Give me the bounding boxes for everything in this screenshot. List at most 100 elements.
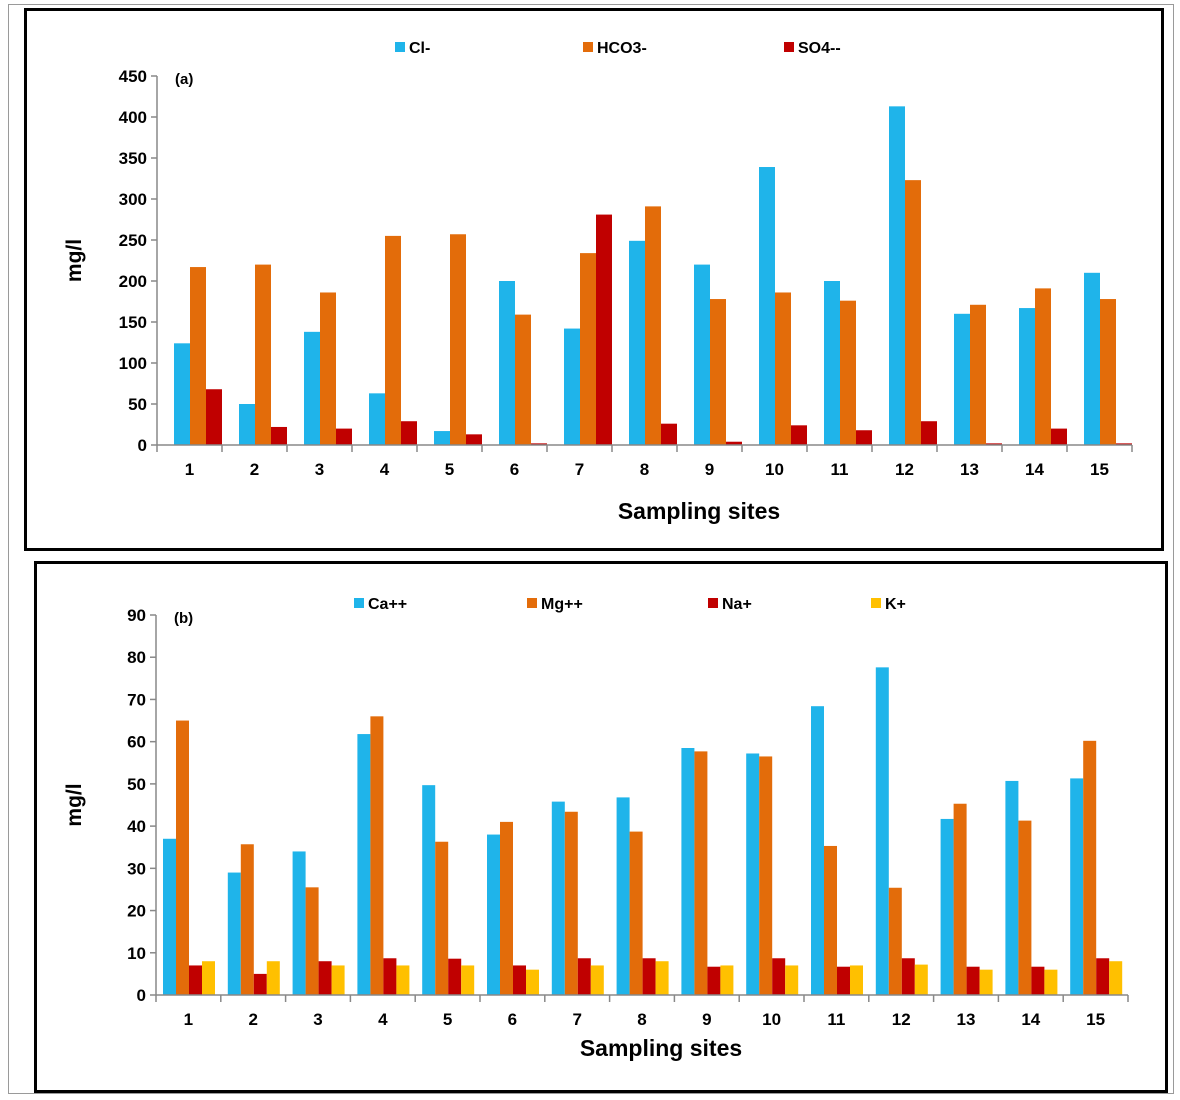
legend-label-Cl-: Cl- [409, 40, 430, 57]
x-tick-label: 13 [957, 1010, 976, 1029]
x-tick-label: 4 [378, 1010, 388, 1029]
bar-Cl--site-1 [174, 343, 190, 445]
bar-Ca++-site-6 [487, 834, 500, 995]
bar-Cl--site-12 [889, 106, 905, 445]
bar-SO4---site-11 [856, 430, 872, 445]
bar-HCO3--site-13 [970, 304, 986, 445]
x-tick-label: 9 [705, 460, 714, 479]
bar-HCO3--site-5 [450, 234, 466, 445]
bar-Mg++-site-3 [305, 887, 319, 995]
bar-HCO3--site-11 [840, 300, 856, 445]
x-tick-label: 11 [827, 1010, 845, 1029]
y-tick-label: 50 [128, 395, 147, 414]
y-axis-title: mg/l [63, 783, 86, 826]
bar-Na+-site-13 [966, 966, 980, 995]
bar-Cl--site-2 [239, 404, 255, 445]
bar-Ca++-site-3 [292, 851, 306, 995]
bar-Mg++-site-13 [953, 803, 967, 995]
bar-SO4---site-4 [401, 421, 417, 445]
bar-Mg++-site-4 [370, 716, 384, 995]
y-tick-label: 20 [127, 902, 146, 921]
bar-Ca++-site-9 [681, 748, 695, 995]
bar-HCO3--site-8 [645, 206, 661, 445]
legend-swatch-Cl- [395, 42, 405, 52]
x-tick-label: 9 [702, 1010, 711, 1029]
y-tick-label: 50 [127, 775, 146, 794]
bar-Ca++-site-12 [875, 667, 889, 995]
bar-Na+-site-2 [253, 973, 267, 995]
bar-SO4---site-6 [531, 443, 547, 445]
legend-swatch-HCO3- [583, 42, 593, 52]
bar-K+-site-7 [590, 965, 604, 995]
x-tick-label: 8 [640, 460, 649, 479]
bar-K+-site-6 [526, 969, 539, 995]
y-tick-label: 70 [127, 690, 146, 709]
x-tick-label: 12 [892, 1010, 911, 1029]
bar-HCO3--site-2 [255, 264, 271, 445]
bar-K+-site-1 [202, 961, 215, 995]
bar-Mg++-site-8 [629, 831, 643, 995]
x-tick-label: 4 [380, 460, 390, 479]
x-tick-label: 6 [508, 1010, 517, 1029]
bar-Ca++-site-4 [357, 734, 371, 995]
bar-Na+-site-15 [1096, 958, 1110, 995]
bar-HCO3--site-10 [775, 292, 791, 445]
y-tick-label: 30 [127, 859, 146, 878]
legend-swatch-Ca++ [354, 598, 364, 608]
bar-Na+-site-1 [189, 965, 202, 995]
legend-swatch-Mg++ [527, 598, 537, 608]
bar-Ca++-site-13 [940, 818, 954, 995]
legend-label-Mg++: Mg++ [541, 596, 583, 613]
y-tick-label: 60 [127, 733, 146, 752]
bar-K+-site-3 [331, 965, 345, 995]
bar-Na+-site-3 [318, 961, 332, 995]
legend-label-Na+: Na+ [722, 596, 752, 613]
bar-Mg++-site-1 [176, 720, 189, 995]
bar-Ca++-site-11 [811, 706, 824, 995]
bar-Ca++-site-15 [1070, 778, 1084, 995]
bar-SO4---site-1 [206, 389, 222, 445]
bar-Mg++-site-14 [1018, 820, 1032, 995]
bar-Mg++-site-10 [759, 756, 773, 995]
y-tick-label: 0 [137, 986, 146, 1005]
bar-HCO3--site-7 [580, 253, 596, 445]
bar-Cl--site-10 [759, 167, 775, 445]
bar-SO4---site-12 [921, 421, 937, 445]
x-tick-label: 5 [445, 460, 454, 479]
panel-label: (a) [175, 71, 193, 88]
bar-HCO3--site-4 [385, 235, 401, 445]
bar-Cl--site-9 [694, 264, 710, 445]
bar-K+-site-5 [461, 965, 475, 995]
x-tick-label: 2 [248, 1010, 257, 1029]
bar-SO4---site-9 [726, 441, 742, 445]
bar-HCO3--site-6 [515, 314, 531, 445]
x-tick-label: 7 [575, 460, 584, 479]
y-tick-label: 200 [119, 272, 147, 291]
bar-SO4---site-10 [791, 425, 807, 445]
legend-swatch-K+ [871, 598, 881, 608]
bar-Mg++-site-12 [888, 887, 902, 995]
bar-Ca++-site-14 [1005, 780, 1019, 995]
bar-Cl--site-4 [369, 393, 385, 445]
bar-Ca++-site-8 [616, 797, 630, 995]
bar-HCO3--site-9 [710, 299, 726, 445]
y-tick-label: 300 [119, 190, 147, 209]
x-tick-label: 14 [1025, 460, 1044, 479]
y-tick-label: 450 [119, 67, 147, 86]
bar-Cl--site-8 [629, 240, 645, 445]
legend-swatch-Na+ [708, 598, 718, 608]
bar-Na+-site-7 [577, 958, 591, 995]
bar-HCO3--site-1 [190, 267, 206, 445]
x-tick-label: 13 [960, 460, 979, 479]
x-tick-label: 6 [510, 460, 519, 479]
bar-Ca++-site-5 [422, 785, 436, 995]
legend-swatch-SO4-- [784, 42, 794, 52]
bar-SO4---site-2 [271, 426, 287, 445]
bar-Mg++-site-11 [824, 845, 837, 995]
bar-Na+-site-8 [642, 958, 656, 995]
bar-Na+-site-5 [448, 958, 462, 995]
bar-Na+-site-14 [1031, 966, 1045, 995]
bar-Na+-site-11 [837, 966, 850, 995]
